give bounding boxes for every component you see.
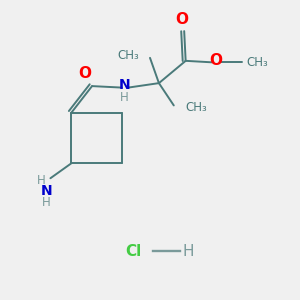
Text: N: N [119, 78, 130, 92]
Text: CH₃: CH₃ [247, 56, 268, 69]
Text: CH₃: CH₃ [118, 49, 140, 62]
Text: CH₃: CH₃ [185, 101, 207, 114]
Text: H: H [120, 92, 129, 104]
Text: H: H [42, 196, 51, 209]
Text: O: O [78, 66, 91, 81]
Text: Cl: Cl [125, 244, 142, 259]
Text: N: N [41, 184, 52, 198]
Text: O: O [209, 53, 222, 68]
Text: H: H [37, 174, 46, 187]
Text: H: H [183, 244, 194, 259]
Text: O: O [175, 12, 188, 27]
